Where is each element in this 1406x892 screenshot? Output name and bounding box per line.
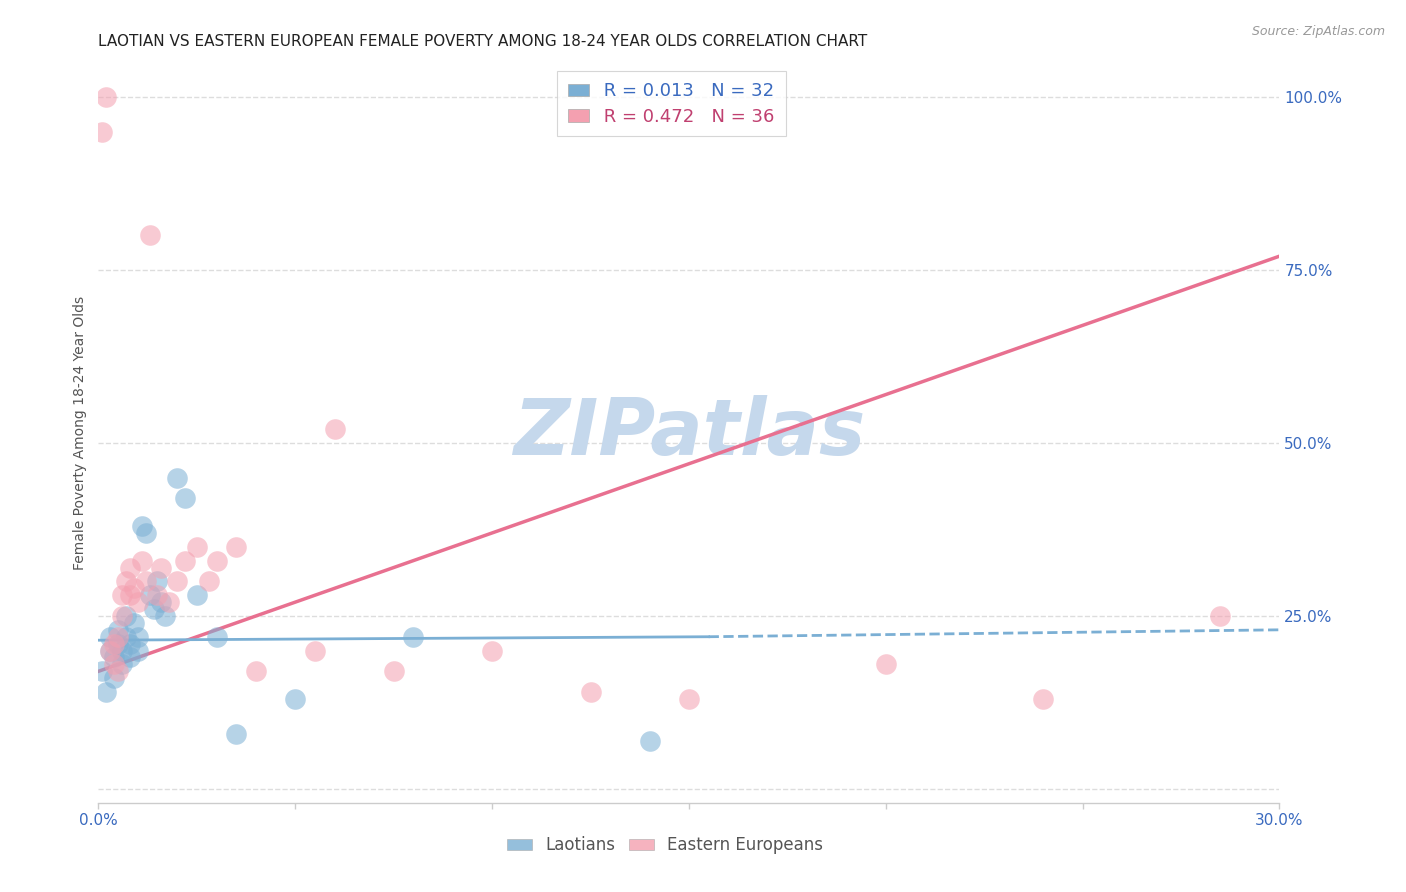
Point xyxy=(382,665,405,679)
Legend: Laotians, Eastern Europeans: Laotians, Eastern Europeans xyxy=(501,830,830,861)
Point xyxy=(402,630,425,644)
Point xyxy=(146,588,169,602)
Point xyxy=(166,470,188,484)
Point xyxy=(875,657,897,672)
Point xyxy=(135,574,157,589)
Point xyxy=(245,665,267,679)
Point xyxy=(284,692,307,706)
Point xyxy=(115,630,138,644)
Point xyxy=(142,602,165,616)
Point xyxy=(107,665,129,679)
Point xyxy=(1209,609,1232,624)
Point xyxy=(166,574,188,589)
Point xyxy=(186,588,208,602)
Point xyxy=(122,582,145,596)
Point xyxy=(131,554,153,568)
Point xyxy=(135,525,157,540)
Point xyxy=(127,643,149,657)
Point xyxy=(107,623,129,637)
Point xyxy=(115,574,138,589)
Point xyxy=(638,733,661,747)
Text: Source: ZipAtlas.com: Source: ZipAtlas.com xyxy=(1251,25,1385,38)
Point xyxy=(107,637,129,651)
Text: ZIPatlas: ZIPatlas xyxy=(513,394,865,471)
Point xyxy=(107,630,129,644)
Point xyxy=(138,228,160,243)
Point xyxy=(174,554,197,568)
Point xyxy=(91,125,114,139)
Y-axis label: Female Poverty Among 18-24 Year Olds: Female Poverty Among 18-24 Year Olds xyxy=(73,295,87,570)
Point xyxy=(205,554,228,568)
Point xyxy=(225,726,247,740)
Point xyxy=(157,595,180,609)
Text: LAOTIAN VS EASTERN EUROPEAN FEMALE POVERTY AMONG 18-24 YEAR OLDS CORRELATION CHA: LAOTIAN VS EASTERN EUROPEAN FEMALE POVER… xyxy=(98,34,868,49)
Point xyxy=(91,665,114,679)
Point xyxy=(127,630,149,644)
Point xyxy=(115,609,138,624)
Point xyxy=(96,685,118,699)
Point xyxy=(103,671,125,685)
Point xyxy=(96,90,118,104)
Point xyxy=(197,574,219,589)
Point xyxy=(111,588,134,602)
Point xyxy=(103,657,125,672)
Point xyxy=(111,657,134,672)
Point xyxy=(174,491,197,506)
Point xyxy=(1032,692,1054,706)
Point xyxy=(118,650,141,665)
Point xyxy=(678,692,700,706)
Point xyxy=(225,540,247,554)
Point xyxy=(111,643,134,657)
Point xyxy=(155,609,177,624)
Point xyxy=(323,422,346,436)
Point xyxy=(98,643,121,657)
Point xyxy=(98,630,121,644)
Point xyxy=(146,574,169,589)
Point xyxy=(150,560,173,574)
Point xyxy=(118,560,141,574)
Point xyxy=(127,595,149,609)
Point xyxy=(138,588,160,602)
Point xyxy=(205,630,228,644)
Point xyxy=(98,643,121,657)
Point xyxy=(118,588,141,602)
Point xyxy=(150,595,173,609)
Point xyxy=(111,609,134,624)
Point xyxy=(122,615,145,630)
Point xyxy=(481,643,503,657)
Point xyxy=(118,637,141,651)
Point xyxy=(304,643,326,657)
Point xyxy=(103,637,125,651)
Point xyxy=(103,650,125,665)
Point xyxy=(131,519,153,533)
Point xyxy=(186,540,208,554)
Point xyxy=(579,685,602,699)
